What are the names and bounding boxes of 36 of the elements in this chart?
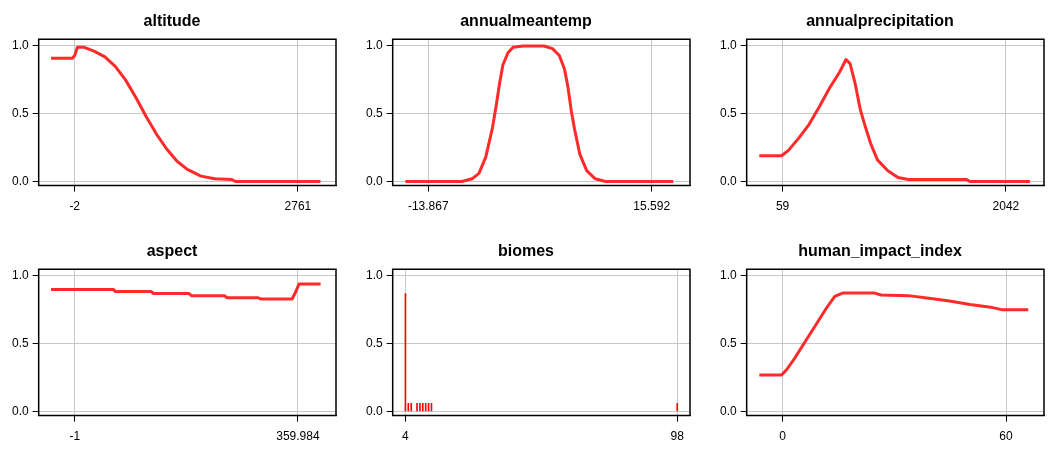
y-tick-label: 1.0 — [11, 38, 29, 53]
x-tick-label: -2 — [69, 199, 81, 214]
y-tick-label: 0.5 — [719, 106, 737, 121]
y-tick-label: 1.0 — [719, 268, 737, 283]
x-tick-label: 15.592 — [633, 199, 671, 214]
y-tick-label: 0.0 — [365, 173, 383, 188]
y-tick-label: 0.5 — [11, 336, 29, 351]
x-tick-label: 59 — [775, 199, 790, 214]
y-tick-label: 1.0 — [365, 268, 383, 283]
x-tick-label: 2761 — [284, 199, 312, 214]
chart-title: altitude — [143, 12, 201, 30]
x-tick-label: 359.984 — [276, 429, 320, 444]
y-tick-label: 0.0 — [11, 173, 29, 188]
y-tick-label: 0.5 — [11, 106, 29, 121]
x-tick-label: 2042 — [992, 199, 1020, 214]
y-tick-label: 0.0 — [11, 403, 29, 418]
x-tick-label: 60 — [999, 429, 1014, 444]
chart-title: biomes — [497, 242, 555, 260]
chart-title: human_impact_index — [798, 242, 962, 260]
y-tick-label: 0.5 — [365, 336, 383, 351]
chart-title: aspect — [146, 242, 199, 260]
chart-title: annualprecipitation — [806, 12, 954, 30]
y-tick-label: 0.0 — [365, 403, 383, 418]
y-tick-label: 0.0 — [719, 173, 737, 188]
y-tick-label: 0.5 — [719, 336, 737, 351]
x-tick-label: -1 — [69, 429, 81, 444]
y-tick-label: 1.0 — [11, 268, 29, 283]
x-tick-label: -13.867 — [407, 199, 449, 214]
y-tick-label: 1.0 — [719, 38, 737, 53]
chart-title: annualmeantemp — [460, 12, 593, 30]
y-tick-label: 0.5 — [365, 106, 383, 121]
x-tick-label: 0 — [779, 429, 787, 444]
y-tick-label: 0.0 — [719, 403, 737, 418]
y-tick-label: 1.0 — [365, 38, 383, 53]
x-tick-label: 98 — [670, 429, 685, 444]
x-tick-label: 4 — [402, 429, 410, 444]
